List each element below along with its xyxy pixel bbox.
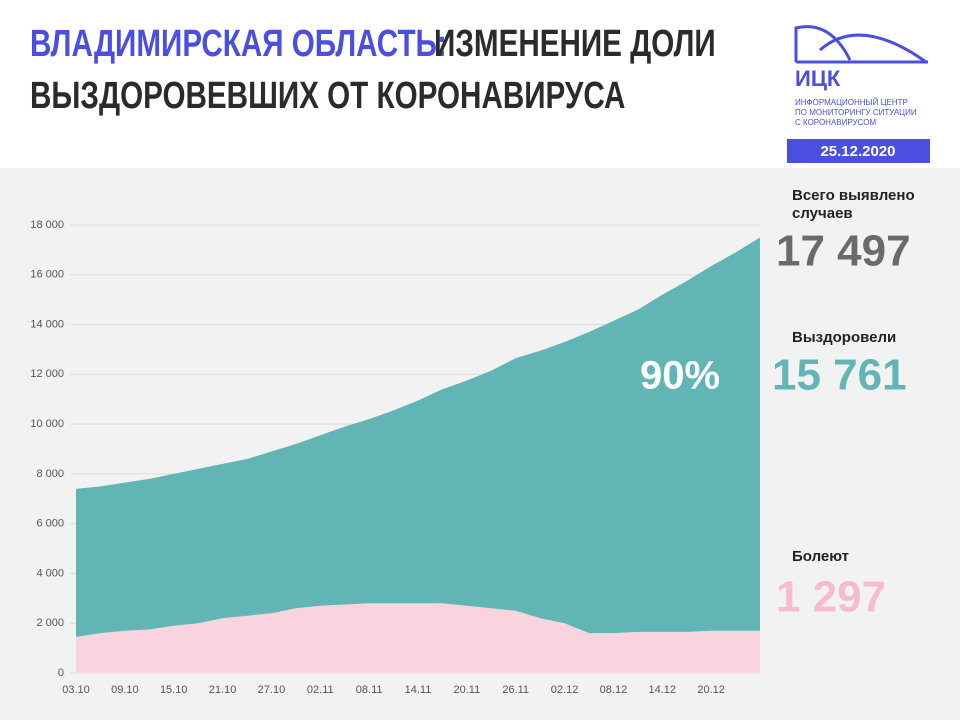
- x-tick-label: 08.12: [600, 684, 628, 696]
- x-tick-label: 02.11: [307, 684, 334, 696]
- recovered-label: Выздоровели: [792, 329, 896, 346]
- x-tick-label: 21.10: [209, 684, 237, 696]
- y-tick-label: 6 000: [36, 518, 64, 530]
- x-tick-label: 14.11: [405, 684, 432, 696]
- y-tick-label: 2 000: [36, 617, 64, 629]
- x-tick-label: 20.12: [697, 684, 725, 696]
- total-value: 17 497: [776, 227, 911, 276]
- active-label: Болеют: [792, 548, 849, 565]
- logo: ИЦК ИНФОРМАЦИОННЫЙ ЦЕНТР ПО МОНИТОРИНГУ …: [787, 25, 930, 163]
- title-line1: ИЗМЕНЕНИЕ ДОЛИ: [434, 23, 716, 65]
- y-tick-label: 10 000: [30, 418, 64, 430]
- x-tick-label: 14.12: [649, 684, 677, 696]
- logo-line: ПО МОНИТОРИНГУ СИТУАЦИИ: [795, 108, 917, 117]
- title: ВЛАДИМИРСКАЯ ОБЛАСТЬ: ИЗМЕНЕНИЕ ДОЛИ ВЫЗ…: [30, 23, 716, 117]
- y-tick-label: 18 000: [30, 219, 64, 231]
- y-tick-label: 0: [58, 667, 64, 679]
- logo-line: С КОРОНАВИРУСОМ: [795, 118, 876, 127]
- x-tick-label: 15.10: [160, 684, 188, 696]
- x-tick-label: 03.10: [62, 684, 90, 696]
- side-stats: Всего выявлено случаев 17 497 Выздоровел…: [772, 187, 915, 622]
- date-box: [787, 139, 930, 163]
- y-tick-label: 8 000: [36, 468, 64, 480]
- logo-mark: [794, 25, 928, 64]
- y-tick-label: 16 000: [30, 269, 64, 281]
- share-label: 90%: [640, 354, 720, 398]
- x-tick-label: 27.10: [258, 684, 286, 696]
- x-tick-label: 08.11: [356, 684, 383, 696]
- plot: 0 2 000 4 000 6 000 8 000 10 000 12 000 14 000 1…: [30, 219, 760, 696]
- area: [76, 237, 760, 637]
- recovered-value: 15 761: [772, 351, 907, 400]
- x-tick-label: 20.11: [453, 684, 480, 696]
- logo-line: ИНФОРМАЦИОННЫЙ ЦЕНТР: [795, 98, 908, 107]
- active-value: 1 297: [776, 573, 886, 622]
- title-region: ВЛАДИМИРСКАЯ ОБЛАСТЬ:: [30, 23, 447, 65]
- title-line2: ВЫЗДОРОВЕВШИХ ОТ КОРОНАВИРУСА: [30, 75, 625, 117]
- y-tick-label: 4 000: [36, 567, 64, 579]
- x-tick-label: 02.12: [551, 684, 579, 696]
- total-title: Всего выявлено: [792, 187, 915, 204]
- y-tick-label: 12 000: [30, 368, 64, 380]
- logo-text: ИЦК: [795, 66, 841, 91]
- area: [76, 603, 760, 673]
- date: 25.12.2020: [820, 143, 895, 160]
- x-tick-label: 26.11: [502, 684, 529, 696]
- y-tick-label: 14 000: [30, 318, 64, 330]
- total-title: случаев: [792, 205, 853, 222]
- x-tick-label: 09.10: [111, 684, 139, 696]
